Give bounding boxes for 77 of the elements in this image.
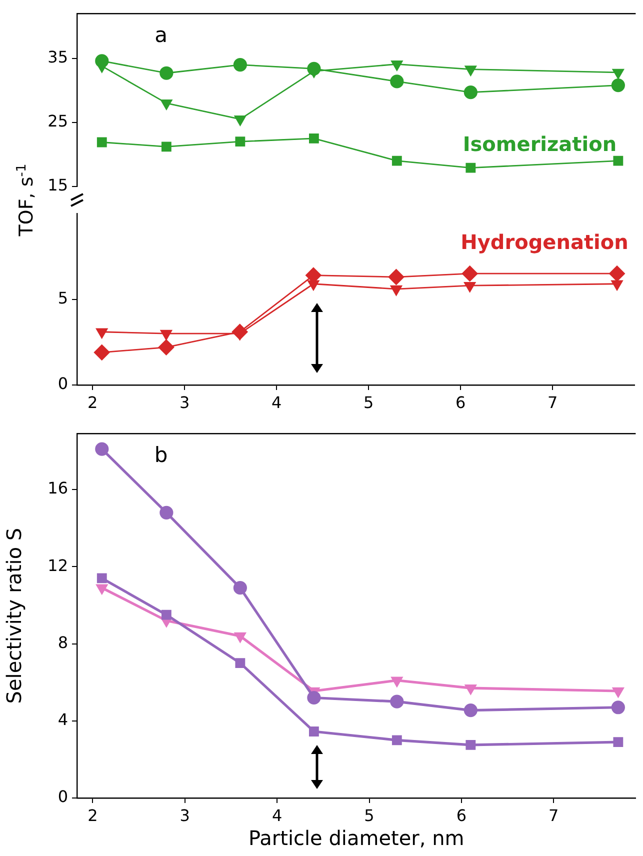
point: [612, 687, 624, 698]
point: [390, 694, 404, 708]
point: [308, 133, 319, 144]
point: [613, 156, 624, 166]
point: [464, 66, 477, 76]
point: [160, 330, 172, 340]
point: [95, 442, 109, 456]
point: [464, 703, 478, 718]
point: [609, 266, 626, 282]
point: [96, 584, 108, 595]
point: [390, 60, 403, 71]
point: [160, 100, 172, 110]
point: [234, 116, 246, 126]
point: [390, 285, 402, 296]
point: [95, 54, 109, 68]
y-axis-title: Selectivity ratio S: [2, 528, 26, 704]
point: [307, 690, 321, 705]
point: [611, 280, 623, 291]
y-tick-label: 5: [58, 288, 68, 308]
x-tick-label: 2: [88, 392, 98, 412]
point: [307, 62, 321, 76]
point: [94, 344, 110, 360]
x-tick-label: 2: [88, 806, 98, 825]
point: [232, 324, 248, 340]
point: [233, 581, 247, 595]
point: [161, 610, 172, 620]
annotation: a: [154, 23, 168, 48]
y-tick-label: 0: [58, 374, 68, 394]
point: [96, 328, 108, 339]
annotation: Hydrogenation: [460, 230, 628, 254]
x-tick-label: 4: [272, 392, 282, 412]
y-tick-label: 0: [58, 787, 68, 806]
point: [388, 269, 404, 286]
point: [466, 740, 476, 750]
point: [161, 142, 172, 152]
point: [96, 573, 107, 584]
point: [392, 156, 402, 166]
point: [160, 506, 174, 520]
point: [158, 339, 174, 356]
y-tick-label: 25: [48, 112, 68, 131]
point: [466, 162, 476, 173]
x-tick-label: 3: [180, 806, 190, 825]
x-axis-title: Particle diameter, nm: [248, 826, 464, 850]
x-tick-label: 3: [180, 392, 190, 412]
point: [612, 68, 624, 80]
x-tick-label: 5: [364, 392, 374, 412]
annotation: b: [154, 443, 168, 468]
y-tick-label: 8: [58, 632, 68, 652]
point: [464, 282, 476, 292]
y-tick-label: 16: [48, 478, 68, 498]
point: [160, 66, 174, 80]
point: [611, 78, 625, 92]
point: [233, 58, 247, 72]
point: [613, 737, 624, 748]
point: [464, 86, 478, 100]
x-tick-label: 5: [364, 806, 374, 825]
annotation: Isomerization: [462, 132, 617, 156]
point: [392, 735, 402, 746]
point: [234, 632, 246, 643]
x-tick-label: 6: [456, 392, 466, 412]
x-tick-label: 7: [548, 392, 558, 412]
point: [308, 726, 319, 736]
y-tick-label: 4: [58, 710, 68, 730]
point: [611, 700, 625, 714]
point: [464, 684, 477, 695]
y-tick-label: 12: [48, 556, 68, 575]
x-tick-label: 4: [272, 806, 282, 825]
y-tick-label: 15: [48, 176, 68, 195]
point: [235, 658, 246, 668]
point: [390, 676, 403, 688]
x-tick-label: 6: [456, 806, 467, 825]
point: [96, 137, 107, 148]
y-tick-label: 35: [48, 48, 68, 67]
x-tick-label: 7: [548, 806, 559, 825]
point: [462, 266, 478, 282]
point: [390, 74, 404, 88]
point: [235, 136, 246, 147]
